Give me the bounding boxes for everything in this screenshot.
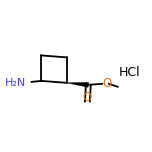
Text: O: O [103,77,112,90]
Text: O: O [83,91,92,104]
Polygon shape [67,82,89,87]
Text: H₂N: H₂N [4,78,26,88]
Text: HCl: HCl [119,66,140,79]
